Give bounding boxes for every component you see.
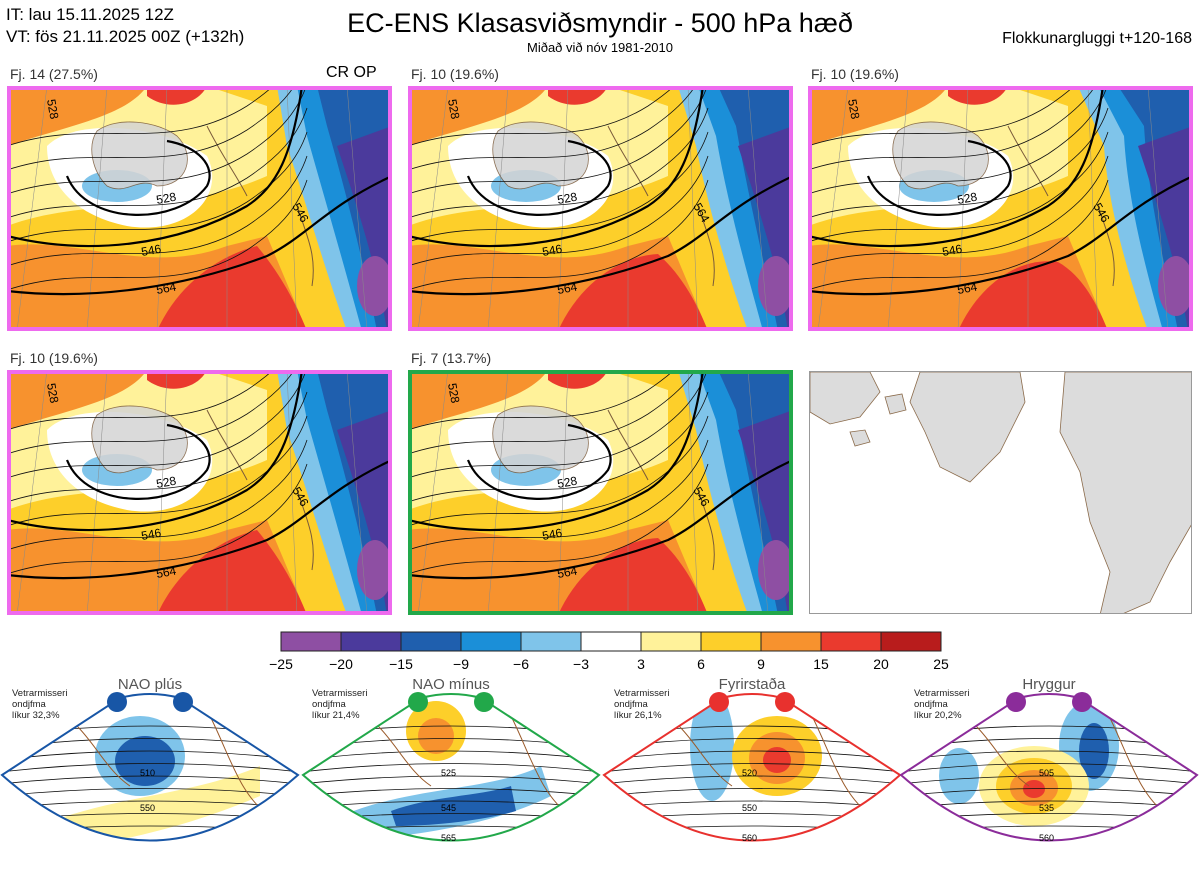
contour-label: 546 [140, 526, 162, 543]
valid-time: VT: fös 21.11.2025 00Z (+132h) [6, 27, 245, 46]
panel-label-2: Fj. 10 (19.6%) [411, 66, 499, 82]
regime-contour-label: 525 [441, 768, 456, 778]
contour-label: 528 [445, 98, 462, 120]
contour-label: 546 [140, 242, 162, 259]
regime-note-ridge: Vetrarmisseri ondjfma líkur 20,2% [914, 688, 970, 721]
colorbar-swatch [640, 631, 702, 652]
colorbar-swatch [280, 631, 342, 652]
page-title: EC-ENS Klasasviðsmyndir - 500 hPa hæð [347, 8, 853, 38]
contour-label: 546 [941, 242, 963, 259]
contour-label: 564 [155, 564, 177, 581]
contour-label: 564 [155, 280, 177, 297]
cluster-map-4: 528 546 564 528 546 [7, 370, 392, 615]
panel-extra-1: CR OP [326, 64, 377, 81]
contour-label: 528 [556, 190, 578, 207]
contour-label: 528 [155, 474, 177, 491]
colorbar-swatch [700, 631, 762, 652]
colorbar [280, 631, 942, 652]
colorbar-tick-label: −9 [453, 656, 469, 672]
reference-map [809, 371, 1192, 614]
colorbar-tick-label: −3 [573, 656, 589, 672]
regime-contour-label: 520 [742, 768, 757, 778]
regime-marker [173, 692, 193, 712]
contour-label: 564 [556, 280, 578, 297]
regime-note-nao-minus: Vetrarmisseri ondjfma líkur 21,4% [312, 688, 368, 721]
cluster-map-3: 528 546 564 528 546 [808, 86, 1193, 331]
contour-label: 528 [44, 98, 61, 120]
colorbar-tick-label: −6 [513, 656, 529, 672]
colorbar-swatch [580, 631, 642, 652]
regime-marker [408, 692, 428, 712]
contour-label: 546 [541, 242, 563, 259]
regime-fan: 525 545 565 [301, 692, 601, 843]
contour-label: 528 [845, 98, 862, 120]
classification-window: Flokkunargluggi t+120-168 [1002, 30, 1192, 47]
regime-panel: 510 550 525 545 565 520 550 560 505 535 560 [0, 676, 1200, 871]
regime-contour-label: 505 [1039, 768, 1054, 778]
cluster-map-1: 528 546 564 528 546 [7, 86, 392, 331]
contour-label: 528 [556, 474, 578, 491]
contour-label: 528 [155, 190, 177, 207]
colorbar-tick-label: 20 [873, 656, 889, 672]
cluster-map-5: 528 546 564 528 546 [408, 370, 793, 615]
contour-label: 528 [44, 382, 61, 404]
contour-label: 528 [445, 382, 462, 404]
cluster-map-2: 528 546 564 528 564 [408, 86, 793, 331]
regime-title-blocking: Fyrirstaða [718, 676, 786, 693]
colorbar-tick-label: 25 [933, 656, 949, 672]
regime-contour-label: 545 [441, 803, 456, 813]
regime-marker [1072, 692, 1092, 712]
contour-label: 546 [541, 526, 563, 543]
regime-contour-label: 550 [742, 803, 757, 813]
contour-label: 564 [556, 564, 578, 581]
colorbar-swatch [520, 631, 582, 652]
regime-contour-label: 510 [140, 768, 155, 778]
colorbar-tick-label: −15 [389, 656, 413, 672]
contour-label: 528 [956, 190, 978, 207]
colorbar-tick-label: 9 [757, 656, 765, 672]
regime-contour-label: 565 [441, 833, 456, 843]
colorbar-tick-label: 15 [813, 656, 829, 672]
regime-contour-label: 560 [1039, 833, 1054, 843]
colorbar-swatch [400, 631, 462, 652]
regime-marker [107, 692, 127, 712]
regime-marker [474, 692, 494, 712]
colorbar-tick-label: −20 [329, 656, 353, 672]
colorbar-tick-label: 3 [637, 656, 645, 672]
panel-label-1: Fj. 14 (27.5%) [10, 66, 98, 82]
header-info: IT: lau 15.11.2025 12Z VT: fös 21.11.202… [6, 4, 244, 48]
contour-label: 564 [956, 280, 978, 297]
initial-time: IT: lau 15.11.2025 12Z [6, 5, 174, 24]
regime-note-blocking: Vetrarmisseri ondjfma líkur 26,1% [614, 688, 670, 721]
panel-label-4: Fj. 10 (19.6%) [10, 350, 98, 366]
colorbar-tick-label: 6 [697, 656, 705, 672]
regime-note-nao-plus: Vetrarmisseri ondjfma líkur 32,3% [12, 688, 68, 721]
regime-contour-label: 535 [1039, 803, 1054, 813]
regime-marker [709, 692, 729, 712]
regime-title-nao-plus: NAO plús [117, 676, 183, 693]
regime-contour-label: 560 [742, 833, 757, 843]
regime-marker [775, 692, 795, 712]
regime-title-nao-minus: NAO mínus [412, 676, 490, 693]
colorbar-swatch [820, 631, 882, 652]
panel-label-5: Fj. 7 (13.7%) [411, 350, 492, 366]
colorbar-swatch [340, 631, 402, 652]
colorbar-swatch [760, 631, 822, 652]
page-subtitle: Miðað við nóv 1981-2010 [527, 40, 673, 55]
colorbar-swatch [460, 631, 522, 652]
colorbar-tick-label: −25 [269, 656, 293, 672]
regime-title-ridge: Hryggur [1022, 676, 1076, 693]
panel-label-3: Fj. 10 (19.6%) [811, 66, 899, 82]
colorbar-swatch [880, 631, 942, 652]
regime-marker [1006, 692, 1026, 712]
regime-contour-label: 550 [140, 803, 155, 813]
